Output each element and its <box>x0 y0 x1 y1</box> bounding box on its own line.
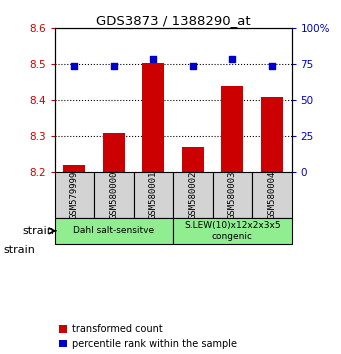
Point <box>190 63 195 69</box>
Text: Dahl salt-sensitve: Dahl salt-sensitve <box>73 227 154 235</box>
Point <box>269 63 275 69</box>
Bar <box>261 97 283 172</box>
Bar <box>173 217 292 244</box>
Bar <box>55 172 94 217</box>
Text: GSM580004: GSM580004 <box>267 171 276 219</box>
Bar <box>143 63 164 172</box>
Text: strain: strain <box>3 245 35 255</box>
Text: GSM579999: GSM579999 <box>70 171 79 219</box>
Bar <box>55 217 173 244</box>
Title: GDS3873 / 1388290_at: GDS3873 / 1388290_at <box>96 14 250 27</box>
Point <box>111 63 117 69</box>
Bar <box>182 147 204 172</box>
Bar <box>212 172 252 217</box>
Text: GSM580003: GSM580003 <box>228 171 237 219</box>
Bar <box>252 172 292 217</box>
Text: strain: strain <box>23 226 55 236</box>
Bar <box>103 133 125 172</box>
Point <box>229 56 235 61</box>
Bar <box>173 172 212 217</box>
Text: GSM580000: GSM580000 <box>109 171 118 219</box>
Text: GSM580001: GSM580001 <box>149 171 158 219</box>
Bar <box>221 86 243 172</box>
Text: GSM580002: GSM580002 <box>188 171 197 219</box>
Bar <box>94 172 134 217</box>
Legend: transformed count, percentile rank within the sample: transformed count, percentile rank withi… <box>59 324 237 349</box>
Text: S.LEW(10)x12x2x3x5
congenic: S.LEW(10)x12x2x3x5 congenic <box>184 221 281 241</box>
Point <box>72 63 77 69</box>
Bar <box>134 172 173 217</box>
Bar <box>63 165 85 172</box>
Point <box>151 56 156 61</box>
